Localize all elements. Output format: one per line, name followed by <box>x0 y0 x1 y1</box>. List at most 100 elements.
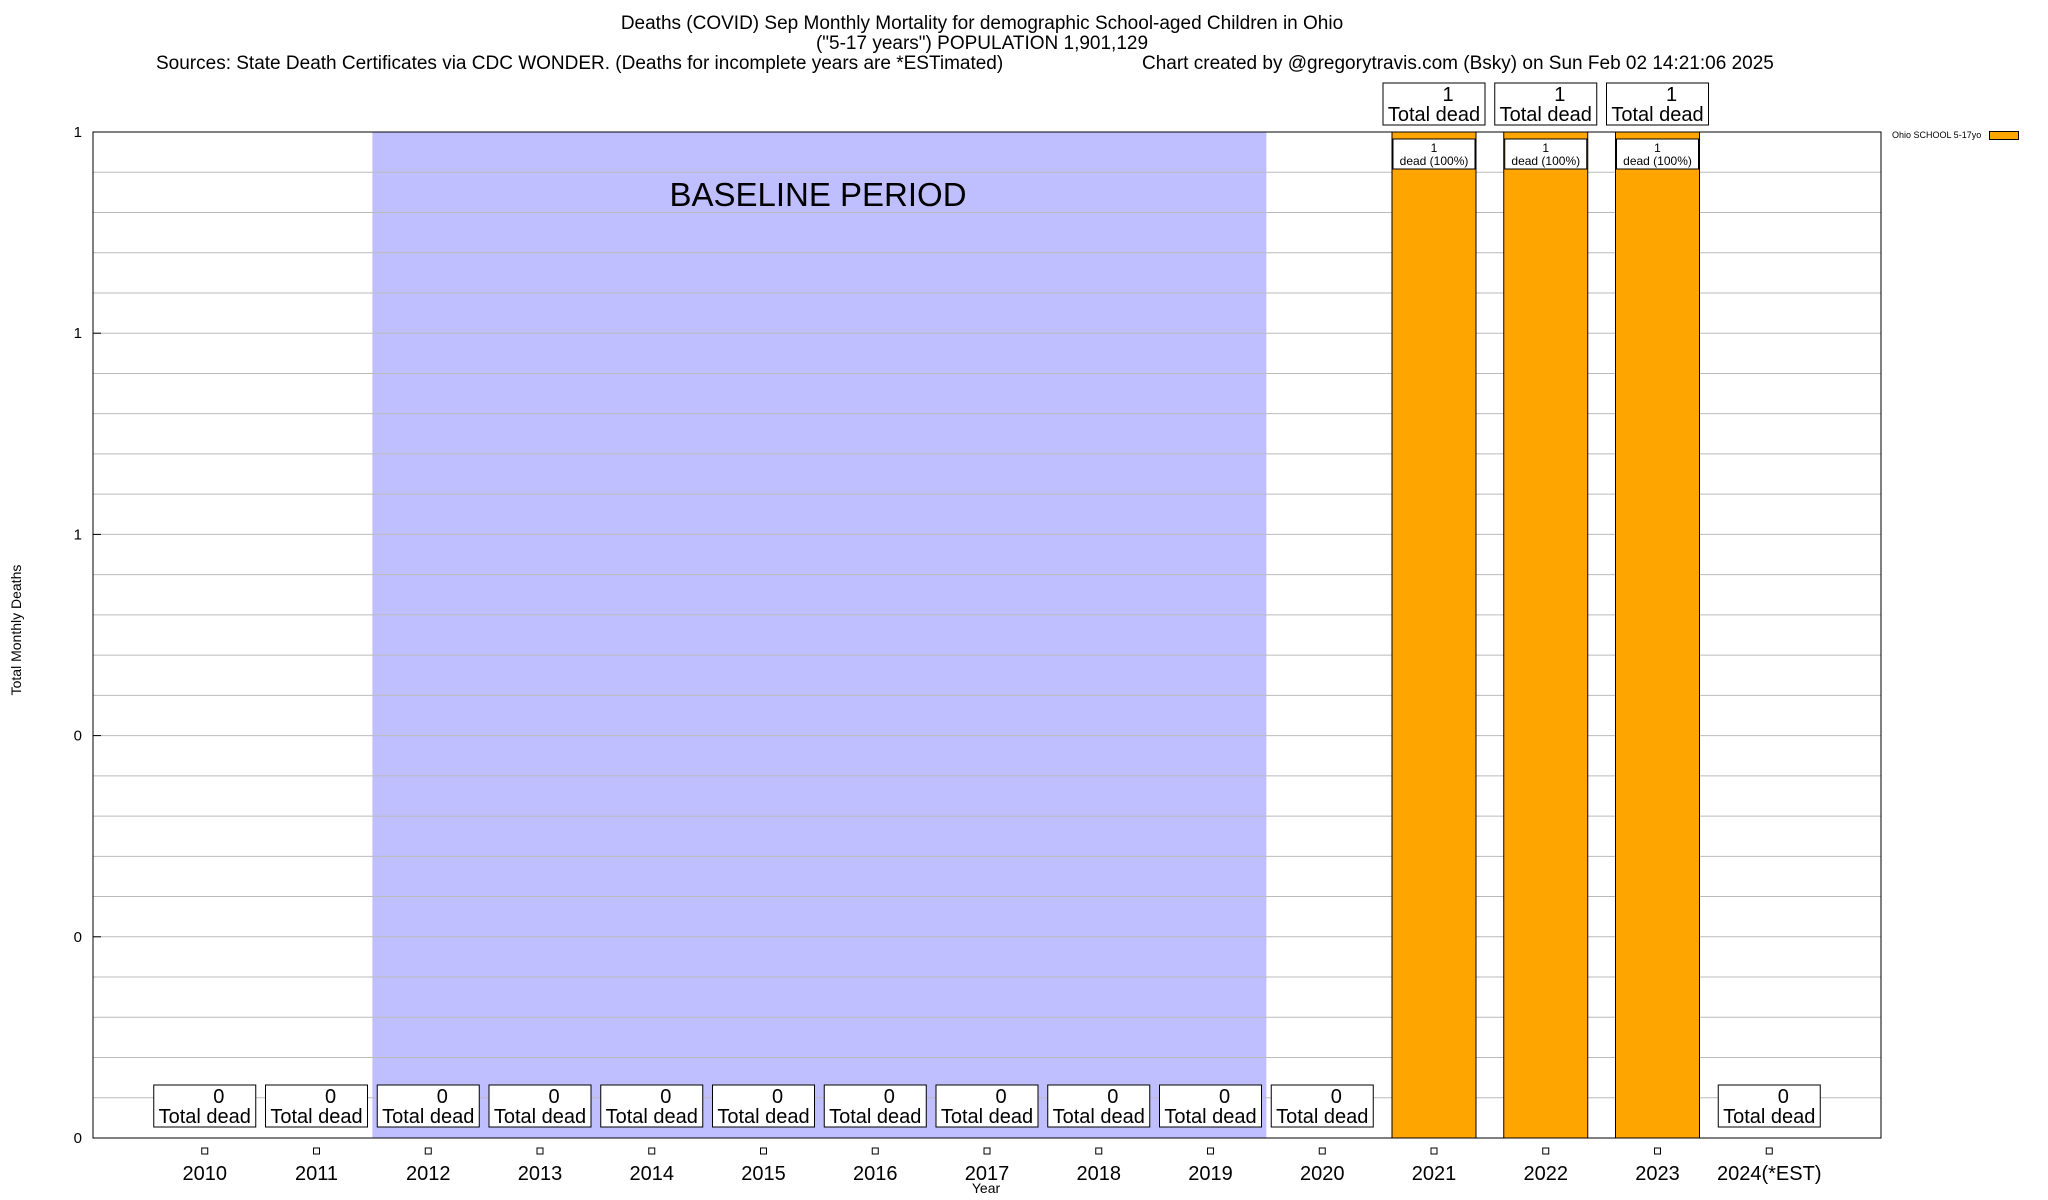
chart-title: Deaths (COVID) Sep Monthly Mortality for… <box>620 13 1344 34</box>
total-value-label: 0 <box>437 1086 448 1108</box>
x-marker <box>424 1147 432 1155</box>
inner-percent-label: dead (100%) <box>1400 154 1469 168</box>
total-word-label: Total dead <box>829 1106 921 1128</box>
total-value-label: 0 <box>995 1086 1006 1108</box>
x-tick-label: 2023 <box>1635 1163 1680 1185</box>
total-value-label: 0 <box>1107 1086 1118 1108</box>
x-marker <box>1654 1147 1661 1155</box>
chart-subtitle: ("5-17 years") POPULATION 1,901,129 <box>815 33 1149 54</box>
x-marker <box>313 1147 320 1155</box>
total-word-label: Total dead <box>1611 104 1703 126</box>
total-value-label: 0 <box>1331 1086 1342 1108</box>
x-marker <box>983 1147 991 1155</box>
plot-frame <box>92 131 1882 1139</box>
total-box <box>488 1084 592 1128</box>
y-tick-label: 0 <box>74 1130 82 1147</box>
y-tick-label: 0 <box>74 929 82 946</box>
x-tick-label: 2016 <box>853 1163 898 1185</box>
total-box <box>153 1084 257 1128</box>
x-tick-label: 2015 <box>741 1163 786 1185</box>
total-value-label: 0 <box>1219 1086 1230 1108</box>
total-word-label: Total dead <box>1276 1106 1368 1128</box>
x-tick-label: 2017 <box>965 1163 1010 1185</box>
total-value-label: 0 <box>660 1086 671 1108</box>
legend-swatch <box>1989 130 2020 140</box>
total-box <box>1717 1084 1821 1128</box>
x-marker <box>536 1147 544 1155</box>
x-tick-label: 2022 <box>1524 1163 1569 1185</box>
x-tick-label: 2018 <box>1077 1163 1122 1185</box>
total-value-label: 1 <box>1554 84 1565 106</box>
total-word-label: Total dead <box>382 1106 474 1128</box>
x-tick-label: 2024(*EST) <box>1717 1163 1822 1185</box>
x-marker <box>1542 1147 1550 1155</box>
x-marker <box>871 1147 879 1155</box>
total-box <box>1270 1084 1374 1128</box>
x-tick-label: 2012 <box>406 1163 451 1185</box>
total-word-label: Total dead <box>494 1106 586 1128</box>
total-box <box>1047 1084 1151 1128</box>
total-box <box>1382 82 1486 126</box>
total-word-label: Total dead <box>1053 1106 1145 1128</box>
total-word-label: Total dead <box>1164 1106 1256 1128</box>
inner-label-box <box>1504 138 1588 170</box>
total-value-label: 0 <box>884 1086 895 1108</box>
total-word-label: Total dead <box>941 1106 1033 1128</box>
baseline-band <box>372 132 1267 1138</box>
total-box <box>1159 1084 1262 1128</box>
total-box <box>823 1084 927 1128</box>
total-word-label: Total dead <box>270 1106 362 1128</box>
inner-label-box <box>1392 138 1476 170</box>
total-word-label: Total dead <box>606 1106 698 1128</box>
inner-label-box <box>1616 138 1699 170</box>
bar <box>1391 131 1477 1139</box>
total-value-label: 1 <box>1442 84 1453 106</box>
baseline-layer: BASELINE PERIOD <box>372 132 1267 1138</box>
total-value-label: 0 <box>1778 1086 1789 1108</box>
sources-note: Sources: State Death Certificates via CD… <box>156 53 1004 74</box>
inner-value-label: 1 <box>1654 141 1661 155</box>
total-box <box>265 1084 368 1128</box>
total-word-label: Total dead <box>1723 1106 1815 1128</box>
y-tick-label: 0 <box>74 728 82 745</box>
legend: Ohio SCHOOL 5-17yo <box>1892 130 2020 140</box>
bar-layer <box>1391 131 1700 1139</box>
axis-layer: 0 0 0 1 1 1 2010 2011 2012 2013 2014 2015 2016 2017 20… <box>74 124 1822 1185</box>
x-marker <box>1095 1147 1103 1155</box>
total-box <box>712 1084 815 1128</box>
total-box <box>1606 82 1709 126</box>
bar <box>1615 131 1700 1139</box>
x-marker <box>1207 1147 1214 1155</box>
total-word-label: Total dead <box>717 1106 809 1128</box>
credit-note: Chart created by @gregorytravis.com (Bsk… <box>1142 53 1774 74</box>
baseline-label: BASELINE PERIOD <box>669 176 966 213</box>
total-value-label: 0 <box>325 1086 336 1108</box>
x-tick-label: 2013 <box>518 1163 563 1185</box>
inner-value-label: 1 <box>1431 141 1438 155</box>
total-box <box>1494 82 1598 126</box>
total-box <box>935 1084 1039 1128</box>
legend-label: Ohio SCHOOL 5-17yo <box>1892 130 1982 140</box>
bar <box>1503 131 1589 1139</box>
x-marker <box>1318 1147 1326 1155</box>
y-tick-label: 1 <box>74 526 82 543</box>
total-word-label: Total dead <box>159 1106 251 1128</box>
x-tick-label: 2011 <box>295 1163 338 1185</box>
x-tick-label: 2020 <box>1300 1163 1345 1185</box>
x-marker <box>648 1147 656 1155</box>
total-word-label: Total dead <box>1500 104 1592 126</box>
x-axis-label: Year <box>971 1180 1001 1196</box>
x-tick-label: 2014 <box>630 1163 675 1185</box>
x-marker <box>1430 1147 1438 1155</box>
x-marker <box>201 1147 209 1155</box>
x-tick-label: 2021 <box>1412 1163 1457 1185</box>
x-marker <box>1765 1147 1773 1155</box>
total-value-label: 1 <box>1666 84 1677 106</box>
x-tick-label: 2019 <box>1188 1163 1233 1185</box>
x-tick-label: 2010 <box>183 1163 228 1185</box>
total-value-label: 0 <box>548 1086 559 1108</box>
y-tick-label: 1 <box>74 124 82 141</box>
inner-percent-label: dead (100%) <box>1623 154 1692 168</box>
